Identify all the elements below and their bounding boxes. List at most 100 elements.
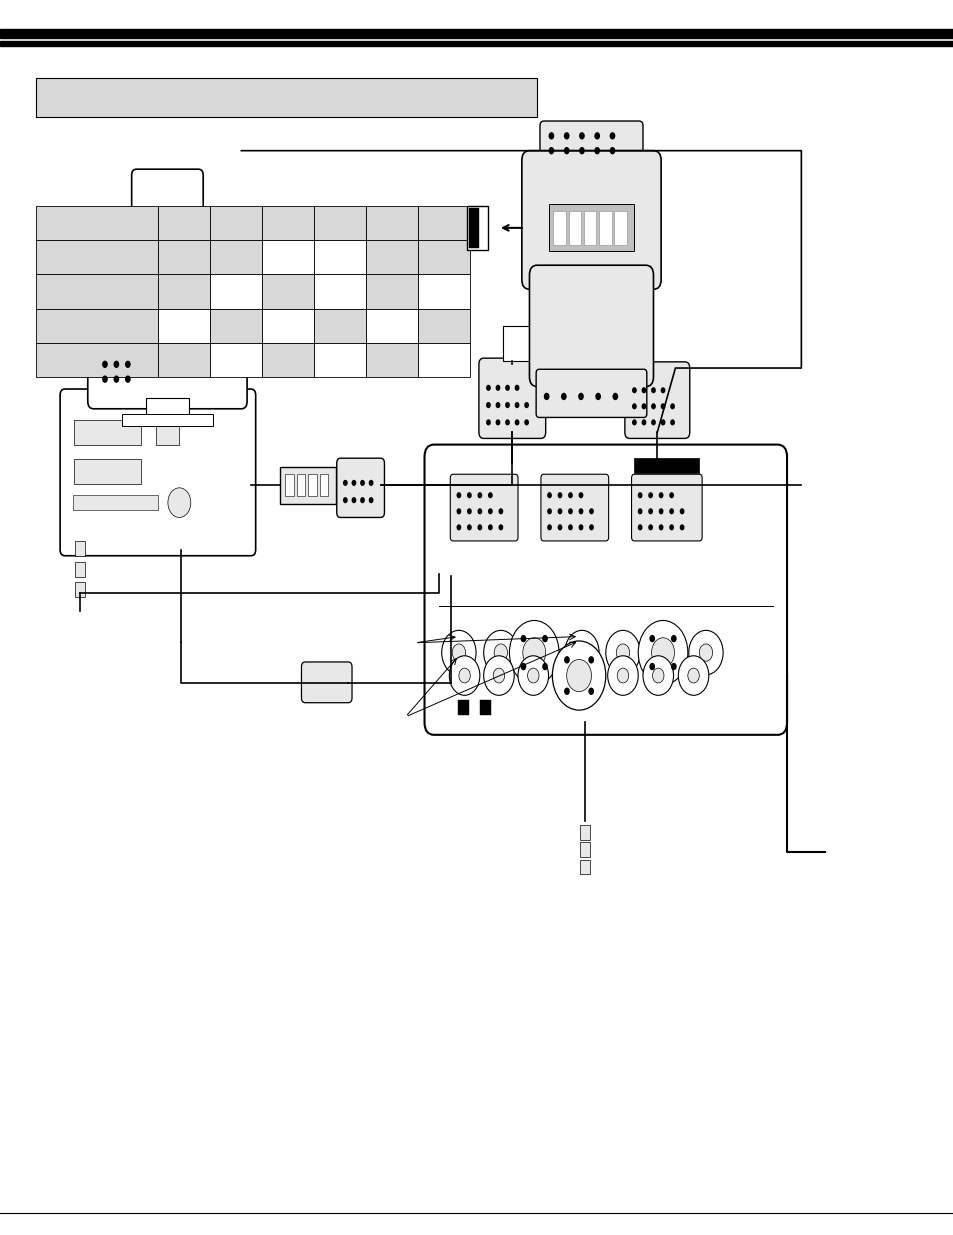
Circle shape [568,509,572,515]
Circle shape [564,630,598,674]
Circle shape [496,420,499,425]
Bar [280,467,335,504]
Bar [262,309,314,342]
Circle shape [467,525,471,531]
Bar [157,342,210,377]
Circle shape [548,147,554,154]
Circle shape [670,635,676,642]
Bar [417,309,470,342]
Circle shape [568,493,572,498]
Bar [583,211,596,245]
FancyBboxPatch shape [88,215,247,409]
Circle shape [648,493,652,498]
Circle shape [560,393,566,400]
Circle shape [670,663,676,671]
Circle shape [541,635,547,642]
Circle shape [497,509,503,515]
Circle shape [640,420,646,425]
FancyBboxPatch shape [521,151,660,289]
Circle shape [588,656,594,663]
Circle shape [594,132,599,140]
FancyBboxPatch shape [624,362,689,438]
Circle shape [669,420,674,425]
Circle shape [547,509,551,515]
Bar [262,241,314,274]
Bar [75,541,85,556]
Circle shape [477,509,481,515]
Bar [155,420,179,445]
Circle shape [441,630,476,674]
Circle shape [658,525,663,531]
Bar [417,241,470,274]
Circle shape [524,403,528,408]
Bar [469,209,478,248]
Circle shape [578,509,583,515]
Bar [314,342,366,377]
Bar [36,206,157,241]
Bar [157,206,210,241]
Bar [568,211,580,245]
Bar [262,206,314,241]
Bar [314,309,366,342]
Bar [417,274,470,309]
Bar [548,204,634,252]
Bar [314,274,366,309]
Bar [74,420,141,445]
Bar [262,342,314,377]
Bar [366,241,417,274]
Bar [308,474,316,496]
FancyBboxPatch shape [132,169,203,228]
Bar [36,309,157,342]
FancyBboxPatch shape [424,445,786,735]
Circle shape [699,643,712,661]
Circle shape [558,493,562,498]
Circle shape [343,480,347,485]
Circle shape [609,132,615,140]
Circle shape [558,525,562,531]
Circle shape [517,656,548,695]
Circle shape [487,493,492,498]
Circle shape [477,493,481,498]
Circle shape [368,480,374,485]
Bar [108,253,227,364]
Circle shape [651,637,674,667]
Bar [75,582,85,597]
FancyBboxPatch shape [539,121,642,165]
Bar [146,398,189,420]
Bar [210,309,262,342]
Bar [75,562,85,577]
FancyBboxPatch shape [60,389,255,556]
Circle shape [483,656,514,695]
Circle shape [638,620,687,684]
Circle shape [487,525,492,531]
Bar [467,206,488,249]
Circle shape [541,663,547,671]
Bar [210,274,262,309]
Circle shape [651,388,656,393]
Circle shape [638,509,642,515]
Circle shape [505,420,509,425]
Circle shape [486,420,490,425]
Circle shape [589,525,593,531]
Circle shape [456,493,461,498]
Circle shape [496,403,499,408]
Bar [366,206,417,241]
Circle shape [688,630,722,674]
Circle shape [497,525,503,531]
Circle shape [640,388,646,393]
Circle shape [568,525,572,531]
Circle shape [477,525,481,531]
Circle shape [456,525,461,531]
Bar [36,274,157,309]
Circle shape [125,361,131,368]
Circle shape [452,643,465,661]
Bar [366,342,417,377]
Circle shape [659,420,665,425]
Bar [553,211,565,245]
Circle shape [496,385,499,391]
Bar [479,700,491,715]
Circle shape [631,403,637,410]
Bar [417,342,470,377]
Bar [579,825,589,840]
Bar [457,700,469,715]
